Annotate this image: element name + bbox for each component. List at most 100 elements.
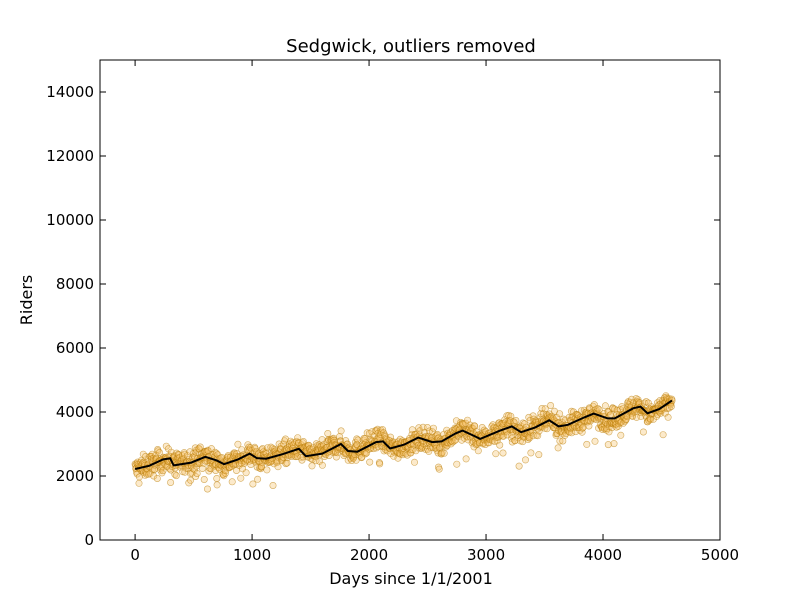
data-point [228,478,236,486]
trend-line [134,399,673,470]
data-point [237,474,245,482]
y-ticks: 0 2000 4000 6000 8000 10000 12000 14000 [46,83,720,549]
data-point [361,450,369,458]
data-point [238,446,246,454]
data-point [515,462,523,470]
data-point [561,416,569,424]
data-point [583,440,591,448]
x-tick-label: 2000 [350,546,388,564]
chart-title: Sedgwick, outliers removed [286,36,536,57]
data-point [492,450,500,458]
data-point [200,475,208,483]
data-point [281,435,289,443]
data-point [274,463,282,471]
data-point [429,424,437,432]
data-point [639,428,647,436]
data-point [153,474,161,482]
data-point [462,455,470,463]
x-tick-label: 4000 [584,546,622,564]
y-tick-label: 6000 [56,339,94,357]
data-point [143,470,151,478]
data-point [579,423,587,431]
data-point [591,437,599,445]
y-tick-label: 14000 [46,83,94,101]
x-tick-label: 5000 [701,546,739,564]
data-point [541,405,549,413]
data-point [135,479,143,487]
data-point [196,443,204,451]
x-axis-label: Days since 1/1/2001 [329,569,493,588]
data-point [496,441,504,449]
data-point [537,410,545,418]
data-point [318,461,326,469]
y-tick-label: 12000 [46,147,94,165]
data-point [254,475,262,483]
data-point [470,422,478,430]
data-point [527,449,535,457]
data-point [187,476,195,484]
data-point [135,473,143,481]
data-point [172,472,180,480]
data-point [499,449,507,457]
data-point [366,458,374,466]
data-point [547,401,555,409]
y-tick-label: 0 [84,531,94,549]
data-point [239,465,247,473]
y-tick-label: 8000 [56,275,94,293]
data-point [521,456,529,464]
data-point [659,431,667,439]
data-point [167,478,175,486]
data-point [332,453,340,461]
data-point [667,402,675,410]
data-point [525,434,533,442]
data-point [664,413,672,421]
x-tick-label: 0 [130,546,140,564]
data-point [198,464,206,472]
data-point [453,460,461,468]
data-point [193,469,201,477]
data-point [316,457,324,465]
data-point [519,438,527,446]
data-point [474,447,482,455]
data-point [204,485,212,493]
data-point [234,440,242,448]
data-point [353,435,361,443]
data-point [159,467,167,475]
y-tick-label: 2000 [56,467,94,485]
data-point [435,465,443,473]
data-point [440,449,448,457]
scatter-points [131,392,676,493]
y-tick-label: 4000 [56,403,94,421]
data-point [535,451,543,459]
data-point [213,474,221,482]
axes-frame [99,59,721,541]
data-point [283,459,291,467]
data-point [213,481,221,489]
x-tick-label: 3000 [467,546,505,564]
data-point [156,448,164,456]
data-point [595,406,603,414]
data-point [337,427,345,435]
data-point [257,463,265,471]
data-point [263,466,271,474]
data-point [249,480,257,488]
data-point [312,457,320,465]
data-point [512,416,520,424]
y-axis-label: Riders [17,275,36,325]
data-point [554,444,562,452]
data-point [610,440,618,448]
data-point [550,407,558,415]
x-ticks: 0 1000 2000 3000 4000 5000 [130,60,739,564]
data-point [183,452,191,460]
data-point [617,431,625,439]
data-point [471,422,479,430]
data-point [604,441,612,449]
x-tick-label: 1000 [233,546,271,564]
trend-line-layer [134,399,673,470]
data-point [269,481,277,489]
data-point [191,465,199,473]
data-point [324,429,332,437]
y-tick-label: 10000 [46,211,94,229]
data-point [633,413,641,421]
